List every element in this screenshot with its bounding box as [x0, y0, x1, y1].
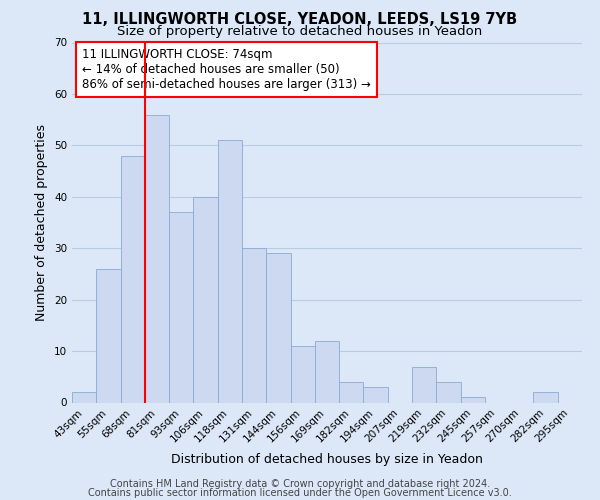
Bar — [96, 269, 121, 402]
Bar — [364, 387, 388, 402]
Bar — [412, 366, 436, 402]
Bar — [533, 392, 558, 402]
Bar — [145, 114, 169, 403]
X-axis label: Distribution of detached houses by size in Yeadon: Distribution of detached houses by size … — [171, 452, 483, 466]
Text: 11 ILLINGWORTH CLOSE: 74sqm
← 14% of detached houses are smaller (50)
86% of sem: 11 ILLINGWORTH CLOSE: 74sqm ← 14% of det… — [82, 48, 371, 91]
Bar — [339, 382, 364, 402]
Bar — [72, 392, 96, 402]
Bar — [315, 341, 339, 402]
Bar — [218, 140, 242, 402]
Text: 11, ILLINGWORTH CLOSE, YEADON, LEEDS, LS19 7YB: 11, ILLINGWORTH CLOSE, YEADON, LEEDS, LS… — [82, 12, 518, 28]
Bar — [121, 156, 145, 402]
Text: Contains HM Land Registry data © Crown copyright and database right 2024.: Contains HM Land Registry data © Crown c… — [110, 479, 490, 489]
Text: Size of property relative to detached houses in Yeadon: Size of property relative to detached ho… — [118, 25, 482, 38]
Bar — [290, 346, 315, 403]
Bar — [193, 197, 218, 402]
Bar — [266, 254, 290, 402]
Y-axis label: Number of detached properties: Number of detached properties — [35, 124, 49, 321]
Bar — [461, 398, 485, 402]
Bar — [169, 212, 193, 402]
Bar — [242, 248, 266, 402]
Text: Contains public sector information licensed under the Open Government Licence v3: Contains public sector information licen… — [88, 488, 512, 498]
Bar — [436, 382, 461, 402]
